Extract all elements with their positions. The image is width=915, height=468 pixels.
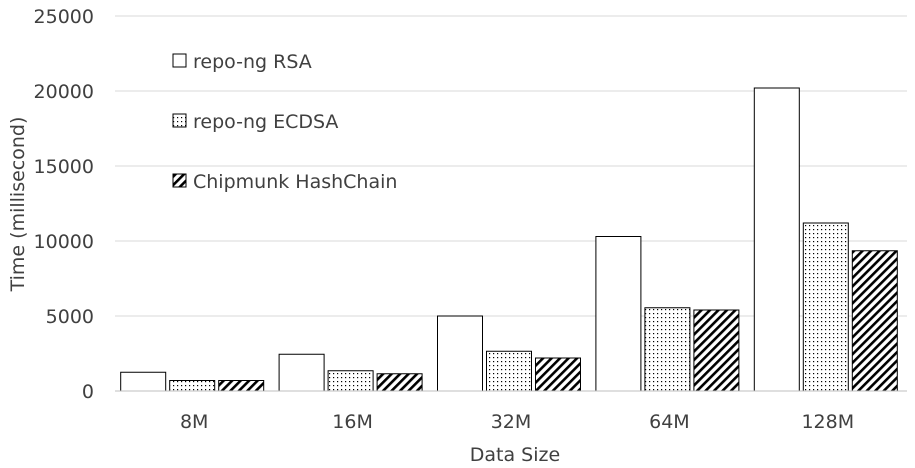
bar-chipmunk-hashchain-8m [218,380,265,392]
y-tick-label: 0 [82,381,94,403]
bar-chipmunk-hashchain-32m [535,357,581,392]
y-axis-ticks: 0 5000 10000 15000 20000 25000 [34,6,94,403]
legend: repo-ng RSA repo-ng ECDSA Chipmunk HashCha… [172,51,397,193]
bar-repo-ng-rsa-64m [595,236,642,392]
y-axis-title: Time (millisecond) [7,117,29,293]
x-tick-label: 64M [649,411,690,433]
x-axis-title: Data Size [470,444,560,466]
x-tick-label: 128M [801,411,854,433]
bar-repo-ng-rsa-16m [278,353,325,392]
bar-repo-ng-rsa-128m [753,87,800,392]
bar-repo-ng-rsa-32m [437,315,483,392]
bar-chipmunk-hashchain-16m [376,373,423,392]
bar-repo-ng-ecdsa-32m [486,350,532,392]
bar-chipmunk-hashchain-128m [851,250,898,392]
bar-repo-ng-ecdsa-64m [644,307,691,392]
x-tick-label: 32M [491,411,532,433]
bar-repo-ng-ecdsa-16m [327,370,374,392]
bar-repo-ng-ecdsa-128m [802,222,849,392]
legend-label: Chipmunk HashChain [193,171,397,193]
legend-label: repo-ng ECDSA [193,111,338,133]
bars [120,87,898,392]
legend-swatch [172,113,187,128]
y-tick-label: 15000 [34,156,94,178]
legend-swatch [172,53,187,68]
x-tick-label: 8M [180,411,208,433]
legend-label: repo-ng RSA [193,51,312,73]
y-tick-label: 20000 [34,81,94,103]
bar-repo-ng-ecdsa-8m [169,380,216,392]
y-tick-label: 10000 [34,231,94,253]
y-tick-label: 5000 [46,306,94,328]
y-tick-label: 25000 [34,6,94,28]
x-axis-ticks: 8M 16M 32M 64M 128M [180,411,854,433]
x-tick-label: 16M [332,411,373,433]
bar-repo-ng-rsa-8m [120,371,167,392]
legend-swatch [172,173,187,188]
bar-chipmunk-hashchain-64m [693,309,740,392]
